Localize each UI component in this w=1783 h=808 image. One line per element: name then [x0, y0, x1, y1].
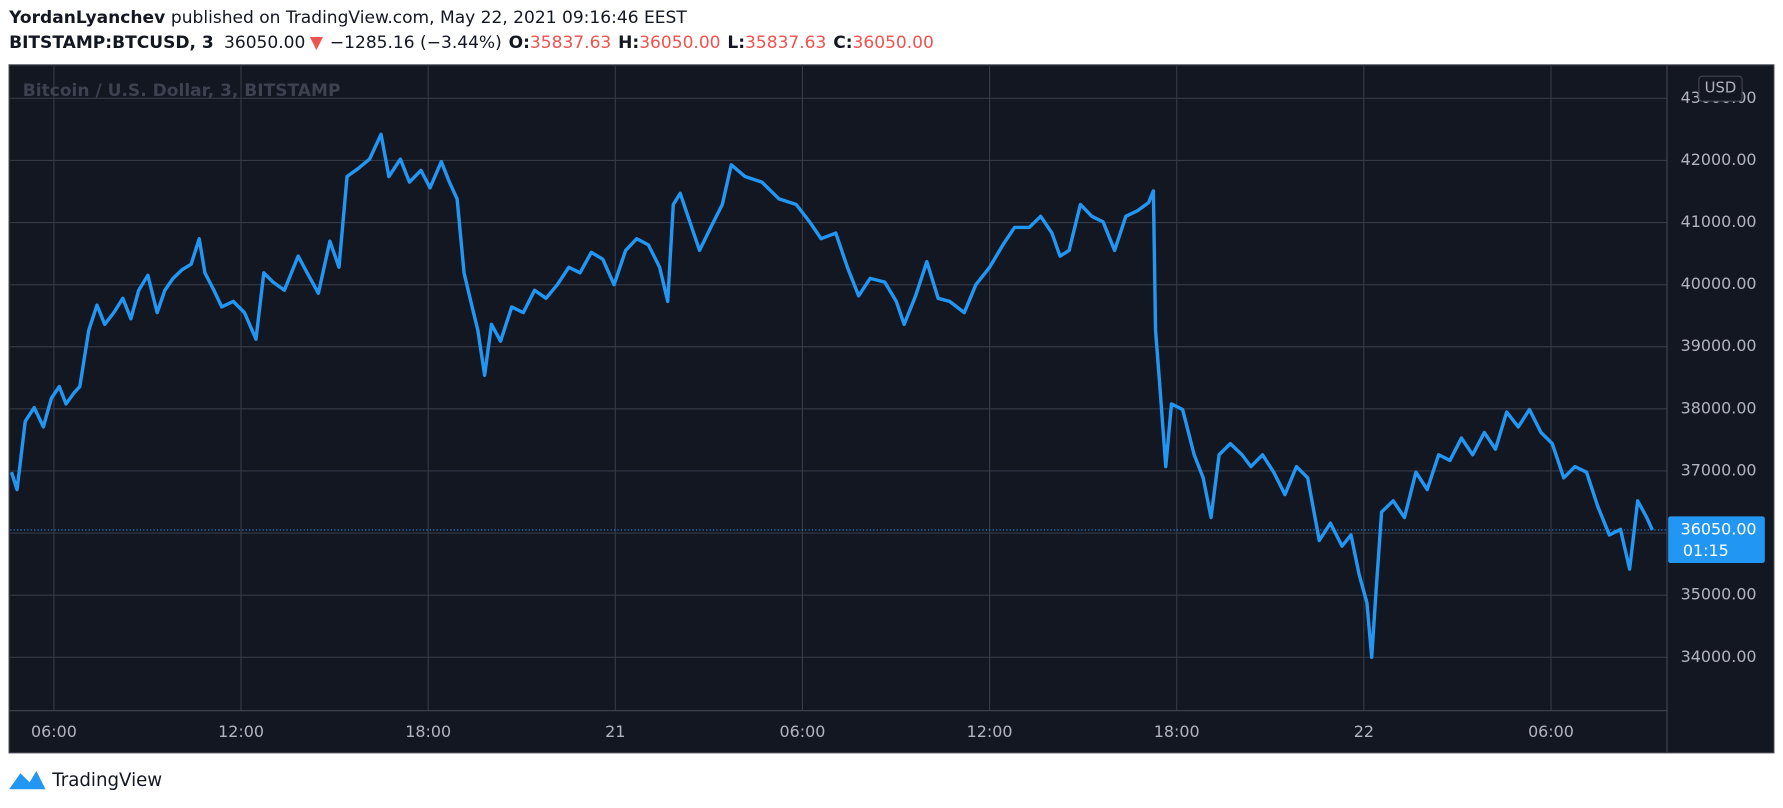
x-tick-label: 18:00 — [405, 722, 451, 741]
published: published on TradingView.com, May 22, 20… — [171, 8, 687, 28]
y-tick-label: 37000.00 — [1681, 460, 1757, 479]
y-tick-label: 39000.00 — [1681, 336, 1757, 355]
ohlc-value: 36050.00 — [639, 33, 720, 53]
brand: TradingView — [51, 770, 162, 791]
author: YordanLyanchev — [8, 8, 165, 28]
x-tick-label: 12:00 — [967, 722, 1013, 741]
y-tick-label: 42000.00 — [1681, 150, 1757, 169]
y-tick-label: 40000.00 — [1681, 274, 1757, 293]
ohlc-label: O: — [509, 33, 530, 53]
change-arrow: ▼ — [310, 33, 324, 53]
countdown: 01:15 — [1683, 541, 1729, 560]
x-tick-label: 06:00 — [780, 722, 826, 741]
currency-box — [1698, 75, 1743, 102]
ohlc-label: C: — [833, 33, 852, 53]
change: −1285.16 (−3.44%) — [330, 33, 502, 53]
x-tick-label: 06:00 — [31, 722, 77, 741]
x-tick-label: 22 — [1354, 722, 1374, 741]
ohlc-value: 35837.63 — [745, 33, 826, 53]
x-tick-label: 06:00 — [1528, 722, 1574, 741]
x-tick-label: 12:00 — [218, 722, 264, 741]
x-tick-label: 21 — [605, 722, 625, 741]
last: 36050.00 — [224, 33, 305, 53]
currency: USD — [1705, 80, 1737, 97]
publish-line: YordanLyanchev published on TradingView.c… — [8, 8, 687, 28]
y-tick-label: 34000.00 — [1681, 647, 1757, 666]
last-price-label: 36050.00 — [1681, 519, 1757, 538]
ohlc-value: 35837.63 — [530, 33, 611, 53]
last-price-box — [1668, 516, 1765, 563]
ohlc-label: H: — [618, 33, 639, 53]
y-tick-label: 35000.00 — [1681, 585, 1757, 604]
y-tick-label: 41000.00 — [1681, 212, 1757, 231]
x-tick-label: 18:00 — [1154, 722, 1200, 741]
logo: TradingView — [9, 770, 162, 791]
plot — [9, 65, 1668, 711]
y-tick-label: 38000.00 — [1681, 398, 1757, 417]
ohlc-value: 36050.00 — [853, 33, 934, 53]
symbol: BITSTAMP:BTCUSD, 3 — [9, 33, 214, 53]
logo-icon — [9, 771, 46, 790]
quote-line: BITSTAMP:BTCUSD, 3 36050.00 ▼ −1285.16 (−3.… — [9, 33, 934, 53]
chart-title: Bitcoin / U.S. Dollar, 3, BITSTAMP — [23, 81, 341, 101]
price-line — [9, 132, 1654, 659]
ohlc-label: L: — [727, 33, 745, 53]
